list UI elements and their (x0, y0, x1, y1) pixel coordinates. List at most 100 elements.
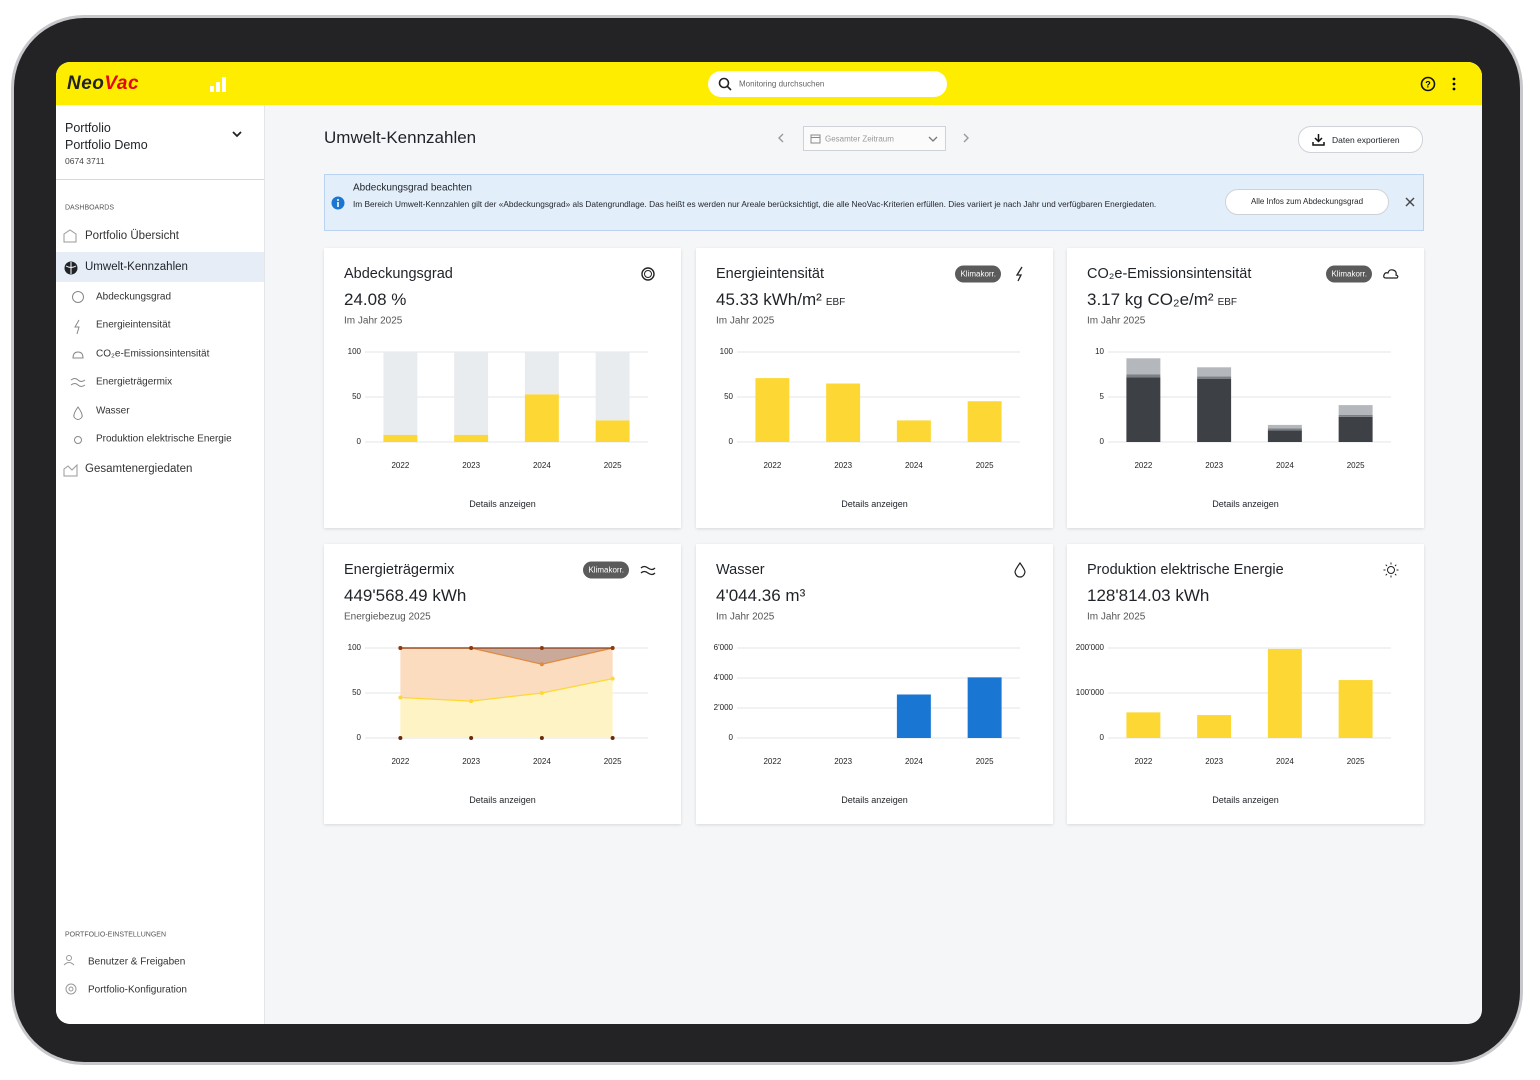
subnav-item[interactable]: Produktion elektrische Energie (96, 433, 232, 445)
value-text: 3.17 kg CO₂e/m² (1087, 290, 1214, 309)
card-subtitle: Im Jahr 2025 (1087, 611, 1146, 623)
card-value: 24.08 % (344, 290, 406, 310)
x-tick-label: 2025 (1347, 757, 1365, 766)
logo-part: Vac (104, 73, 140, 94)
card-icon (640, 565, 656, 576)
bar (524, 352, 559, 395)
next-arrow[interactable] (961, 132, 971, 144)
x-tick-label: 2023 (834, 757, 852, 766)
download-icon (1312, 134, 1325, 146)
point (610, 676, 615, 681)
x-tick-label: 2024 (533, 757, 551, 766)
card-title: Produktion elektrische Energie (1087, 562, 1284, 578)
export-label: Daten exportieren (1332, 135, 1400, 145)
y-tick-label: 100 (348, 643, 362, 652)
bar (1126, 377, 1161, 442)
portfolio-name[interactable]: Portfolio Demo (65, 138, 148, 152)
x-tick-label: 2023 (1205, 757, 1223, 766)
search-box[interactable]: Monitoring durchsuchen (708, 71, 947, 97)
value-suffix: EBF (1217, 297, 1238, 308)
point (398, 695, 403, 700)
nav-icon (64, 261, 78, 275)
subnav-item[interactable]: CO₂e-Emissionsintensität (96, 348, 210, 360)
card-title: Energieträgermix (344, 562, 455, 578)
logo[interactable]: NeoVac (67, 73, 139, 95)
card-value: 449'568.49 kWh (344, 586, 466, 606)
nav-icon (63, 229, 77, 243)
area-fill (400, 648, 613, 702)
bar (383, 352, 418, 435)
subnav-item[interactable]: Abdeckungsgrad (96, 291, 172, 303)
page-title: Umwelt-Kennzahlen (324, 128, 477, 147)
nav-item[interactable]: Gesamtenergiedaten (85, 463, 193, 475)
bar (1267, 648, 1302, 738)
x-tick-label: 2023 (1205, 461, 1223, 470)
x-tick-label: 2022 (763, 757, 781, 766)
x-tick-label: 2025 (604, 461, 622, 470)
subnav-item[interactable]: Energieträgermix (96, 376, 173, 388)
card-subtitle: Im Jahr 2025 (1087, 315, 1146, 327)
settings-item[interactable]: Portfolio-Konfiguration (88, 984, 187, 996)
y-tick-label: 200'000 (1076, 643, 1105, 652)
bar (896, 694, 931, 738)
chevron[interactable] (231, 130, 243, 140)
y-tick-label: 10 (1095, 347, 1104, 356)
info-banner: Abdeckungsgrad beachten Im Bereich Umwel… (324, 174, 1424, 231)
point (469, 646, 474, 650)
bar (1338, 680, 1373, 738)
base-point (469, 736, 474, 740)
bar (595, 352, 630, 421)
value-text: 449'568.49 kWh (344, 586, 467, 605)
export-button[interactable]: Daten exportieren (1298, 126, 1423, 153)
bar (454, 352, 489, 435)
details-link[interactable]: Details anzeigen (841, 795, 908, 805)
banner-button[interactable]: Alle Infos zum Abdeckungsgrad (1225, 189, 1389, 215)
y-tick-label: 100'000 (1076, 688, 1105, 697)
card-subtitle: Im Jahr 2025 (716, 315, 775, 327)
chart: 0 2'000 4'000 6'000 2022 2023 2024 2025 (714, 643, 1020, 766)
x-tick-label: 2024 (533, 461, 551, 470)
details-link[interactable]: Details anzeigen (469, 795, 536, 805)
metric-card: 0 2'000 4'000 6'000 2022 2023 2024 2025 Wasser 4'… (696, 544, 1053, 824)
card-icon (1383, 562, 1399, 578)
subnav-item[interactable]: Wasser (96, 405, 130, 417)
close-icon[interactable] (1405, 197, 1415, 207)
nav-item[interactable]: Umwelt-Kennzahlen (85, 261, 188, 273)
help-icon[interactable]: ? (1420, 76, 1436, 92)
x-tick-label: 2022 (1134, 757, 1152, 766)
bar (1126, 374, 1161, 378)
metric-card: 0 50 100 2022 2023 2024 2025 Energieintensität K… (696, 248, 1053, 528)
bar (524, 394, 559, 442)
settings-item[interactable]: Benutzer & Freigaben (88, 956, 186, 968)
point (539, 646, 544, 650)
chevron (928, 136, 938, 142)
card-icon (1383, 269, 1399, 279)
x-tick-label: 2023 (834, 461, 852, 470)
bar (1267, 428, 1302, 431)
nav-item[interactable]: Portfolio Übersicht (85, 230, 179, 242)
x-tick-label: 2025 (976, 461, 994, 470)
y-tick-label: 100 (720, 347, 734, 356)
menu-icon[interactable] (1450, 76, 1458, 92)
period-select[interactable]: Gesamter Zeitraum (803, 126, 946, 151)
x-tick-label: 2022 (763, 461, 781, 470)
details-link[interactable]: Details anzeigen (1212, 499, 1279, 509)
details-link[interactable]: Details anzeigen (469, 499, 536, 509)
chart: 0 50 100 2022 2023 2024 2025 (720, 347, 1020, 470)
details-link[interactable]: Details anzeigen (1212, 795, 1279, 805)
value-text: 45.33 kWh/m² (716, 290, 822, 309)
prev-arrow[interactable] (776, 132, 786, 144)
bar (896, 420, 931, 442)
subnav-item[interactable]: Energieintensität (96, 319, 171, 331)
y-tick-label: 5 (1100, 392, 1105, 401)
section-label: PORTFOLIO-EINSTELLUNGEN (65, 931, 167, 939)
details-link[interactable]: Details anzeigen (841, 499, 908, 509)
app-icon[interactable] (208, 74, 228, 94)
x-tick-label: 2025 (604, 757, 622, 766)
card-icon (641, 267, 655, 281)
bar (967, 677, 1002, 738)
bar (1197, 379, 1232, 442)
point (610, 646, 615, 650)
bar (1338, 405, 1373, 415)
